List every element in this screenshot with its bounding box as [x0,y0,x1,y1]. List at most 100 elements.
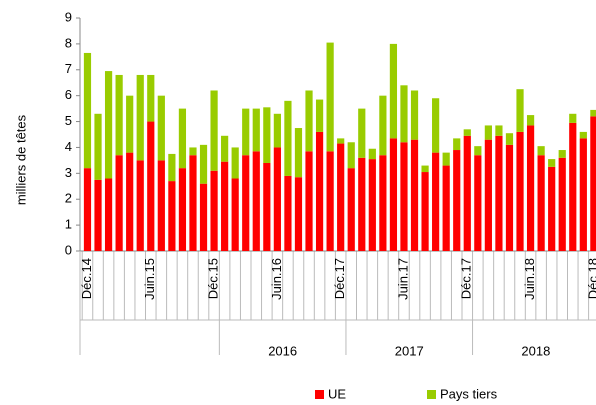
bar [590,116,596,251]
bar [157,95,165,161]
bar [136,160,144,251]
bar [537,146,545,156]
y-tick-label: 2 [65,191,72,206]
bar [368,159,376,251]
bar [315,99,324,132]
bar [495,125,503,136]
bar [484,125,492,140]
y-tick-label: 1 [65,217,72,232]
x-tick-label: Juin.18 [522,258,537,300]
bar [115,155,123,251]
bar [284,100,292,176]
bar [453,138,461,151]
bar [526,125,535,251]
y-tick-label: 6 [65,87,72,102]
bar [579,131,587,139]
bar [189,155,197,251]
bar [474,146,482,156]
bar [252,151,260,251]
y-tick-label: 7 [65,61,72,76]
bar [558,157,566,251]
bar [410,139,419,251]
bar [337,143,345,251]
bar [104,178,113,251]
bar [337,138,345,144]
bar [305,90,313,152]
bar [537,155,545,251]
bar [221,135,229,162]
x-tick-label: Déc.17 [459,258,474,299]
bar [421,165,429,173]
bar [126,95,134,153]
bar [474,155,482,251]
y-tick-label: 3 [65,165,72,180]
bar [516,89,524,132]
bar [590,109,596,117]
bar [252,108,260,152]
bar [168,153,176,182]
y-tick-label: 4 [65,139,72,154]
bar [495,135,503,251]
bar [432,98,440,153]
bar [104,71,113,179]
bar [400,142,408,251]
bar [442,165,450,251]
bar [136,74,144,161]
x-tick-label: Déc.18 [585,258,596,299]
x-tick-label: Déc.17 [332,258,347,299]
bar [263,162,271,251]
bar [358,108,366,158]
x-tick-label: Déc.15 [206,258,221,299]
bar [294,177,303,251]
legend-label: UE [328,386,346,401]
bar [526,115,535,126]
bar [168,181,176,251]
bar [94,113,102,180]
bar [379,155,387,251]
bar [273,147,281,251]
bar [379,95,387,156]
bar [294,128,303,178]
bar [199,144,208,184]
bar [273,113,281,148]
bar [558,150,566,158]
bar [242,155,250,251]
bar [115,74,123,156]
bar [389,138,398,251]
bar [463,135,471,251]
bar [347,142,355,169]
bar [484,139,492,251]
bar [178,168,187,251]
bar [189,147,197,156]
bar [569,122,577,251]
bar [147,121,155,251]
bar [221,161,229,251]
bar [421,172,429,251]
bar [505,144,514,251]
bar [284,175,292,251]
bar [548,159,556,167]
bar [210,90,218,171]
legend-swatch [315,390,324,399]
y-tick-label: 0 [65,242,72,257]
x-tick-label: Déc.14 [79,258,94,299]
bar [199,183,208,251]
bar [368,148,376,160]
bar [326,151,334,251]
bar [453,150,461,251]
bar [315,131,324,251]
bar [358,157,366,251]
bar [579,138,587,251]
bar [442,152,450,166]
bar [157,160,165,251]
bar [400,85,408,143]
bar [94,179,102,251]
year-label: 2018 [521,343,550,358]
x-tick-label: Juin.17 [395,258,410,300]
bar [410,90,419,140]
x-tick-label: Juin.15 [142,258,157,300]
bar [242,108,250,156]
bar [347,168,355,251]
bar [432,152,440,251]
